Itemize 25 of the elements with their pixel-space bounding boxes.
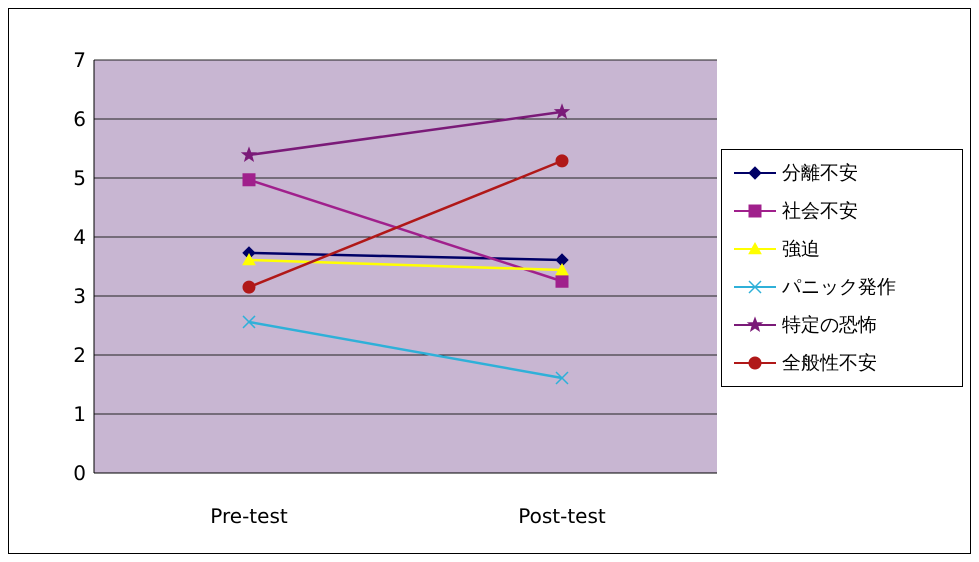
legend-label: 全般性不安 <box>782 351 877 376</box>
y-tick-label: 5 <box>73 166 86 190</box>
point <box>242 173 256 186</box>
point <box>554 104 570 118</box>
legend-label: 特定の恐怖 <box>782 313 877 338</box>
legend-label: 強迫 <box>782 237 820 262</box>
point <box>556 254 568 267</box>
x-tick-label: Post-test <box>518 504 606 528</box>
y-tick-label: 4 <box>73 225 86 250</box>
point <box>242 147 256 162</box>
legend-label: パニック発作 <box>782 275 896 300</box>
y-tick-label: 6 <box>73 107 86 132</box>
y-tick-label: 7 <box>73 48 86 72</box>
legend-label: 分離不安 <box>782 161 858 186</box>
point <box>556 154 568 168</box>
x-tick-label: Pre-test <box>210 504 288 528</box>
point <box>242 280 256 294</box>
y-tick-label: 0 <box>73 461 86 486</box>
legend-label: 社会不安 <box>782 199 858 224</box>
y-tick-label: 3 <box>73 284 86 308</box>
point <box>556 274 568 288</box>
y-tick-label: 2 <box>73 343 86 368</box>
point <box>555 371 569 385</box>
y-tick-label: 1 <box>73 402 86 426</box>
point <box>242 315 256 329</box>
